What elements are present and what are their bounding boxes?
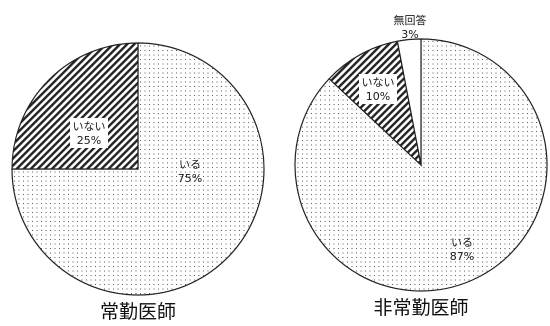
pie-slice-iru — [11, 42, 265, 296]
slice-category: いる — [179, 158, 201, 171]
pie-slice-mukaitou — [396, 38, 422, 166]
slice-label-inai: いない 10% — [362, 76, 395, 103]
slice-percent: 87% — [450, 250, 474, 263]
slice-category: いる — [451, 236, 473, 249]
slice-label-iru: いる 75% — [178, 158, 202, 185]
slice-label-iru: いる 87% — [450, 236, 474, 263]
slice-percent: 25% — [77, 134, 101, 147]
slice-percent: 3% — [401, 28, 418, 41]
slice-category: 無回答 — [394, 13, 427, 27]
slice-label-mukaitou: 無回答 3% — [394, 13, 427, 41]
chart-title: 非常勤医師 — [373, 297, 468, 319]
slice-label-inai: いない 25% — [73, 120, 106, 147]
pie-slice-iru — [294, 38, 548, 292]
slice-category: いない — [73, 120, 106, 133]
label-background — [70, 118, 108, 148]
chart-joukin-ishi: いる 75% いない 25% 常勤医師 — [11, 42, 265, 323]
pie-slice-inai — [11, 42, 139, 170]
slice-percent: 75% — [178, 172, 202, 185]
label-background — [359, 74, 397, 104]
slice-percent: 10% — [366, 90, 390, 103]
chart-title: 常勤医師 — [100, 301, 176, 323]
slice-category: いない — [362, 76, 395, 89]
chart-hijoukin-ishi: いる 87% いない 10% 無回答 3% 非常勤医師 — [294, 13, 548, 319]
